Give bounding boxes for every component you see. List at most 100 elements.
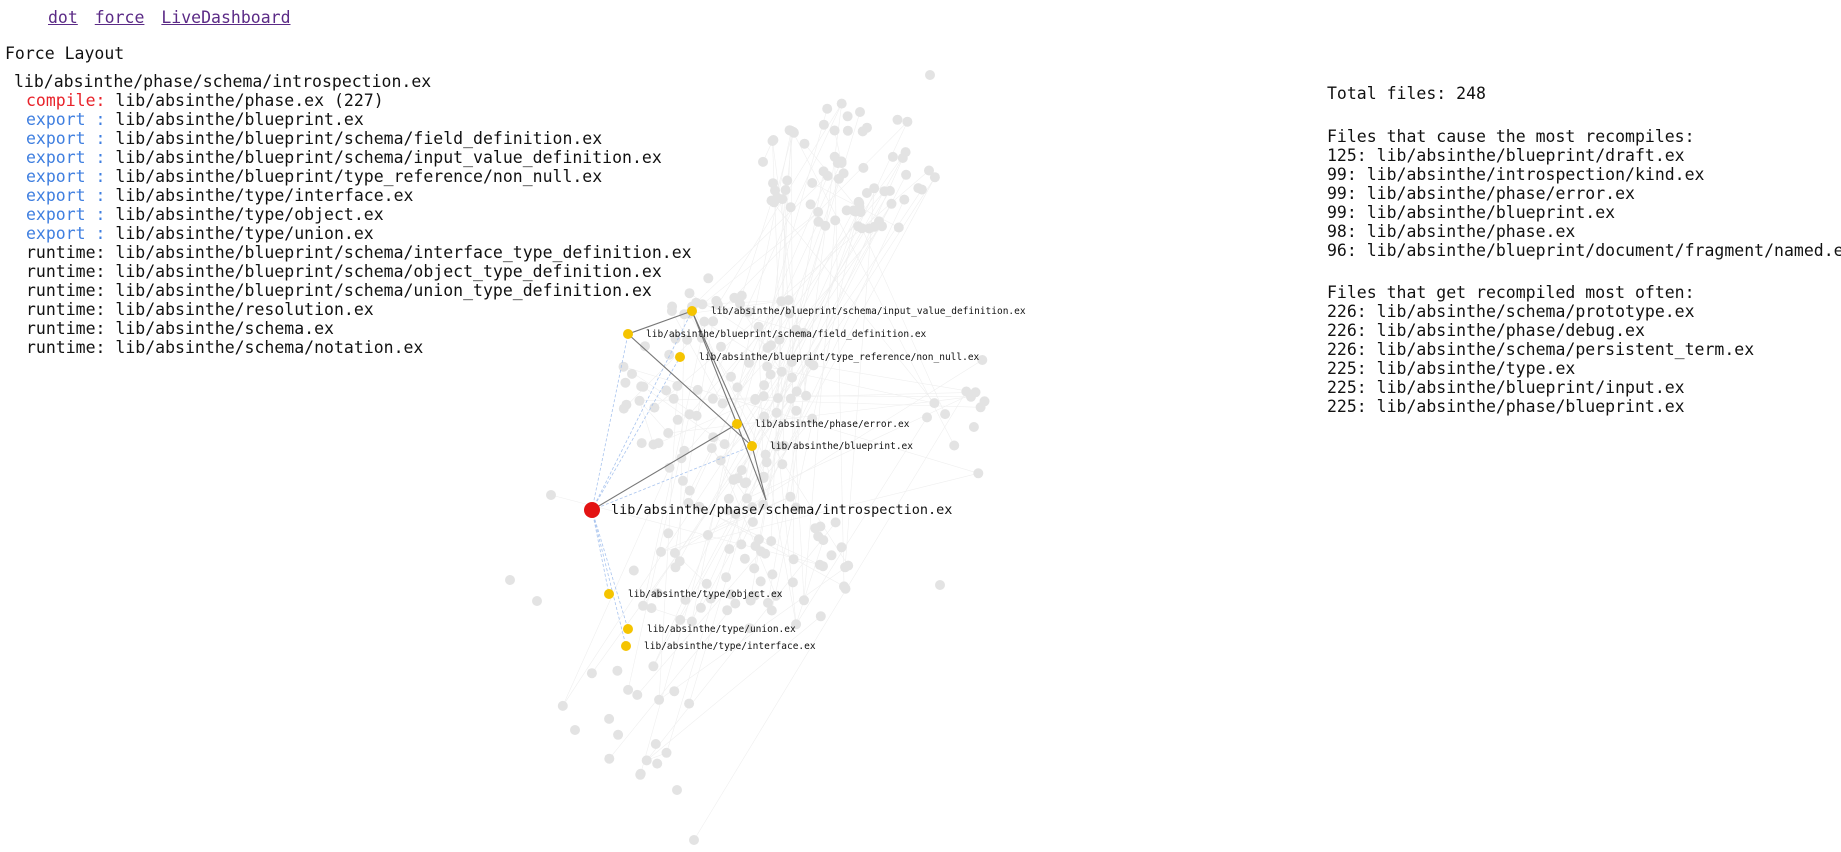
graph-node[interactable] (744, 623, 755, 634)
graph-node[interactable] (604, 713, 615, 724)
dependency-item[interactable]: export : lib/absinthe/blueprint/schema/i… (26, 148, 692, 167)
most-recompiles-item[interactable]: 125: lib/absinthe/blueprint/draft.ex (1327, 146, 1685, 165)
graph-node[interactable] (620, 377, 631, 388)
graph-node[interactable] (722, 605, 733, 616)
most-recompiled-item[interactable]: 225: lib/absinthe/type.ex (1327, 359, 1576, 378)
graph-node[interactable] (893, 222, 904, 233)
graph-node[interactable] (699, 316, 710, 327)
graph-node[interactable] (703, 273, 714, 284)
graph-node[interactable] (840, 562, 851, 573)
graph-node[interactable] (869, 183, 880, 194)
graph-node[interactable] (684, 698, 695, 709)
graph-node[interactable] (766, 536, 777, 547)
graph-node[interactable] (768, 135, 779, 145)
graph-node[interactable] (791, 386, 802, 397)
graph-node[interactable] (826, 550, 837, 561)
graph-node[interactable] (532, 596, 542, 606)
graph-node[interactable] (784, 125, 795, 136)
graph-node[interactable] (684, 485, 695, 496)
graph-node[interactable] (604, 753, 615, 764)
most-recompiles-item[interactable]: 98: lib/absinthe/phase.ex (1327, 222, 1576, 241)
graph-node[interactable] (791, 405, 802, 416)
graph-node[interactable] (668, 393, 679, 404)
graph-node[interactable] (707, 393, 718, 404)
graph-node[interactable] (661, 747, 672, 758)
graph-node[interactable] (787, 372, 797, 383)
graph-node[interactable] (855, 207, 866, 218)
graph-node[interactable] (650, 739, 661, 749)
graph-node[interactable] (758, 471, 769, 482)
graph-node-type-interface[interactable] (621, 641, 631, 651)
graph-node[interactable] (829, 125, 840, 136)
graph-node[interactable] (801, 390, 812, 401)
graph-node[interactable] (949, 440, 960, 451)
graph-node[interactable] (973, 468, 984, 479)
graph-node[interactable] (776, 296, 787, 307)
graph-node[interactable] (683, 497, 694, 508)
graph-node[interactable] (715, 455, 726, 466)
graph-node[interactable] (961, 386, 972, 397)
graph-node[interactable] (790, 502, 801, 513)
graph-node[interactable] (634, 395, 645, 406)
graph-node[interactable] (638, 600, 649, 611)
graph-node[interactable] (694, 501, 705, 512)
graph-node[interactable] (855, 107, 865, 117)
graph-node[interactable] (716, 341, 726, 352)
graph-node[interactable] (787, 577, 798, 588)
dependency-item[interactable]: export : lib/absinthe/blueprint/schema/f… (26, 129, 692, 148)
graph-node[interactable] (654, 694, 665, 705)
graph-node[interactable] (807, 413, 818, 424)
graph-node[interactable] (776, 366, 787, 377)
graph-node[interactable] (765, 369, 776, 380)
graph-node[interactable] (799, 138, 810, 149)
graph-node[interactable] (669, 548, 680, 558)
graph-node[interactable] (723, 493, 734, 504)
graph-node[interactable] (736, 539, 747, 550)
graph-node[interactable] (680, 594, 691, 605)
dependency-item[interactable]: runtime: lib/absinthe/schema.ex (26, 319, 692, 338)
graph-node[interactable] (636, 438, 647, 449)
graph-node[interactable] (842, 111, 853, 122)
graph-node[interactable] (935, 580, 945, 590)
graph-node[interactable] (777, 459, 788, 470)
graph-node[interactable] (728, 474, 739, 485)
dependency-item[interactable]: runtime: lib/absinthe/resolution.ex (26, 300, 692, 319)
graph-node[interactable] (621, 399, 632, 410)
graph-node[interactable] (913, 183, 924, 194)
graph-node[interactable] (899, 194, 910, 205)
graph-node[interactable] (686, 616, 697, 627)
graph-node[interactable] (618, 361, 629, 372)
graph-node[interactable] (653, 438, 664, 449)
graph-node[interactable] (759, 411, 770, 422)
graph-node[interactable] (670, 562, 681, 573)
graph-node[interactable] (813, 207, 824, 217)
graph-node[interactable] (635, 769, 646, 780)
graph-node[interactable] (924, 165, 934, 176)
graph-node[interactable] (663, 528, 674, 539)
graph-node[interactable] (612, 665, 623, 676)
graph-node[interactable] (836, 156, 847, 167)
graph-node[interactable] (735, 298, 745, 309)
graph-node[interactable] (726, 371, 736, 382)
most-recompiled-item[interactable]: 225: lib/absinthe/blueprint/input.ex (1327, 378, 1685, 397)
graph-node[interactable] (641, 755, 652, 766)
graph-node-blueprint[interactable] (747, 441, 757, 451)
graph-node[interactable] (929, 172, 940, 183)
graph-node[interactable] (661, 385, 672, 396)
graph-node[interactable] (774, 334, 785, 345)
graph-node[interactable] (836, 542, 847, 553)
graph-node[interactable] (785, 202, 796, 213)
graph-node-field-definition[interactable] (623, 329, 633, 339)
graph-node[interactable] (667, 301, 678, 312)
graph-node[interactable] (815, 611, 826, 622)
graph-node[interactable] (884, 185, 895, 196)
graph-node[interactable] (684, 409, 695, 420)
graph-node[interactable] (632, 689, 643, 700)
graph-node[interactable] (900, 147, 911, 158)
graph-node[interactable] (836, 98, 847, 109)
graph-node[interactable] (968, 422, 979, 432)
graph-node[interactable] (663, 428, 674, 438)
graph-node[interactable] (940, 409, 951, 420)
nav-link-livedashboard[interactable]: LiveDashboard (161, 8, 291, 27)
graph-node[interactable] (586, 668, 597, 679)
